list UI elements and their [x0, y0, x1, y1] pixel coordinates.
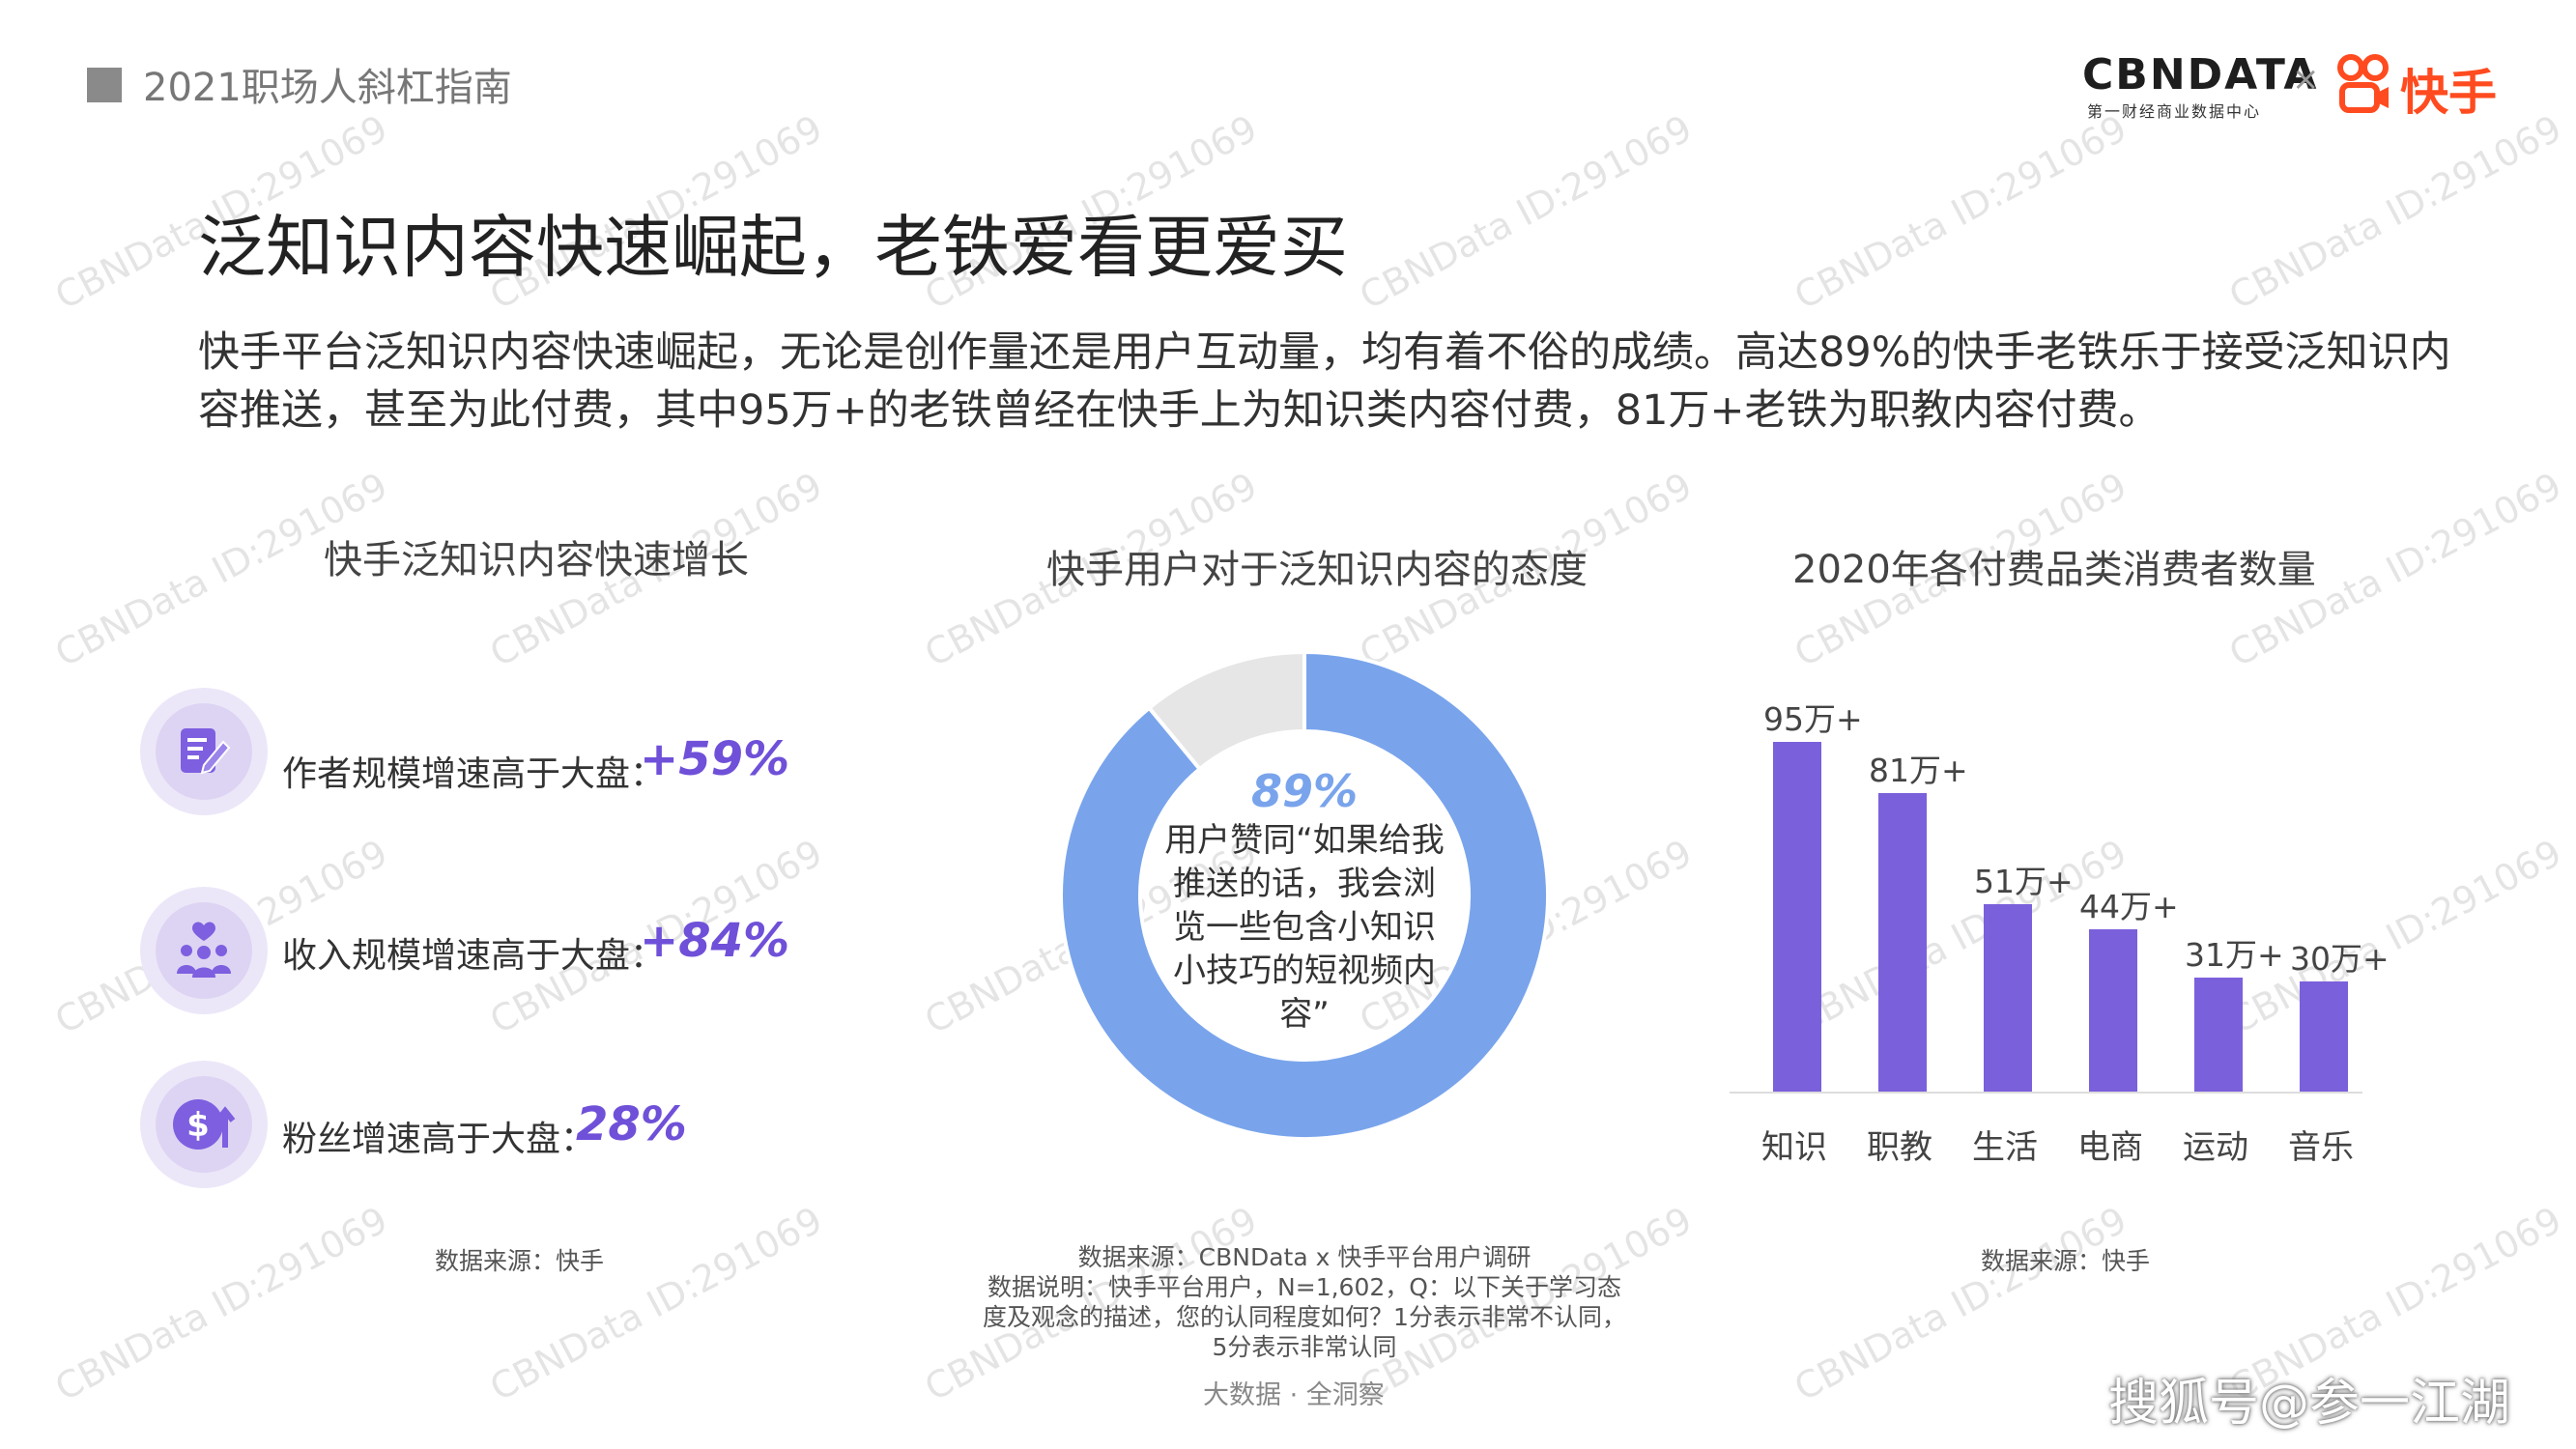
- bar-category-label: 电商: [2077, 1128, 2143, 1167]
- bar-category-label: 生活: [1972, 1128, 2038, 1167]
- middle-section-title: 快手用户对于泛知识内容的态度: [1046, 548, 1588, 592]
- right-source: 数据来源：快手: [1981, 1247, 2151, 1275]
- watermark-text: CBNData ID:291069: [1788, 106, 2134, 318]
- header-title: 2021职场人斜杠指南: [143, 66, 512, 110]
- middle-source-line: 数据来源：CBNData x 快手平台用户调研: [1077, 1243, 1531, 1271]
- bar-0: [1773, 741, 1821, 1092]
- edit-note-icon: [140, 688, 268, 815]
- middle-source-line: 度及观念的描述，您的认同程度如何？1分表示非常不认同，: [983, 1303, 1626, 1331]
- watermark-text: CBNData ID:291069: [1788, 1198, 2134, 1409]
- footer-credit: 搜狐号@参一江湖: [2108, 1375, 2511, 1433]
- bar-chart: 95万+ 知识 81万+ 职教 51万+ 生活 44万+ 电商 31万+ 运动 30万+ 音乐: [1720, 676, 2390, 1179]
- donut-center-percent: 89%: [1250, 765, 1359, 817]
- cbndata-subtitle: 第一财经商业数据中心: [2087, 102, 2262, 121]
- watermark-text: CBNData ID:291069: [1353, 106, 1700, 318]
- cbndata-logo: CBNDATA: [2082, 50, 2319, 99]
- donut-center-text: 用户赞同“如果给我推送的话，我会浏览一些包含小知识小技巧的短视频内容”: [1164, 821, 1445, 1034]
- bar-2: [1984, 903, 2032, 1092]
- stat-label-income: 收入规模增速高于大盘：: [282, 936, 666, 976]
- bar-3: [2089, 929, 2137, 1092]
- stat-value-authors: +59%: [640, 732, 790, 786]
- watermark-text: CBNData ID:291069: [483, 1198, 830, 1409]
- stat-value-income: +84%: [640, 914, 790, 968]
- bar-4: [2194, 977, 2243, 1092]
- bar-5: [2300, 980, 2348, 1092]
- bar-category-label: 职教: [1867, 1128, 1932, 1167]
- bar-value-label: 31万+: [2185, 935, 2284, 974]
- kuaishou-logo-text: 快手: [2400, 65, 2497, 121]
- svg-text:$: $: [186, 1106, 210, 1145]
- bar-value-label: 81万+: [1869, 752, 1968, 790]
- right-section-title: 2020年各付费品类消费者数量: [1792, 548, 2316, 592]
- watermark-text: CBNData ID:291069: [48, 1198, 395, 1409]
- bar-value-label: 95万+: [1763, 699, 1863, 738]
- left-section-title: 快手泛知识内容快速增长: [324, 538, 749, 582]
- middle-source-line: 数据说明：快手平台用户，N=1,602，Q：以下关于学习态: [987, 1273, 1621, 1301]
- intro-paragraph: 快手平台泛知识内容快速崛起，无论是创作量还是用户互动量，均有着不俗的成绩。高达8…: [198, 328, 2451, 435]
- kuaishou-logo-icon: [2337, 54, 2389, 113]
- bar-1: [1878, 793, 1927, 1092]
- bar-value-label: 44万+: [2079, 888, 2179, 926]
- middle-source-line: 5分表示非常认同: [1212, 1333, 1397, 1361]
- header-square-icon: [87, 68, 122, 102]
- bar-value-label: 51万+: [1974, 862, 2074, 900]
- bar-category-label: 知识: [1761, 1128, 1827, 1167]
- brand-separator: ×: [2292, 60, 2320, 99]
- x-axis-line: [1730, 1092, 2362, 1094]
- donut-slice-0: [1059, 649, 1550, 1141]
- left-source: 数据来源：快手: [435, 1247, 605, 1275]
- dollar-up-icon: $: [140, 1061, 268, 1188]
- stat-label-authors: 作者规模增速高于大盘：: [282, 754, 666, 794]
- people-heart-icon: [140, 887, 268, 1014]
- donut-chart: [1059, 649, 1550, 1141]
- page-title: 泛知识内容快速崛起，老铁爱看更爱买: [198, 208, 1348, 287]
- stat-value-fans: 28%: [576, 1097, 687, 1151]
- stat-label-fans: 粉丝增速高于大盘：: [282, 1120, 596, 1159]
- footer-slogan: 大数据 · 全洞察: [1203, 1380, 1385, 1410]
- watermark-text: CBNData ID:291069: [2222, 106, 2569, 318]
- bar-category-label: 音乐: [2288, 1128, 2354, 1167]
- bar-value-label: 30万+: [2290, 939, 2390, 978]
- bar-category-label: 运动: [2183, 1128, 2248, 1167]
- middle-source: 数据来源：CBNData x 快手平台用户调研 数据说明：快手平台用户，N=1,…: [870, 1242, 1739, 1362]
- donut-slice-1: [1146, 649, 1306, 772]
